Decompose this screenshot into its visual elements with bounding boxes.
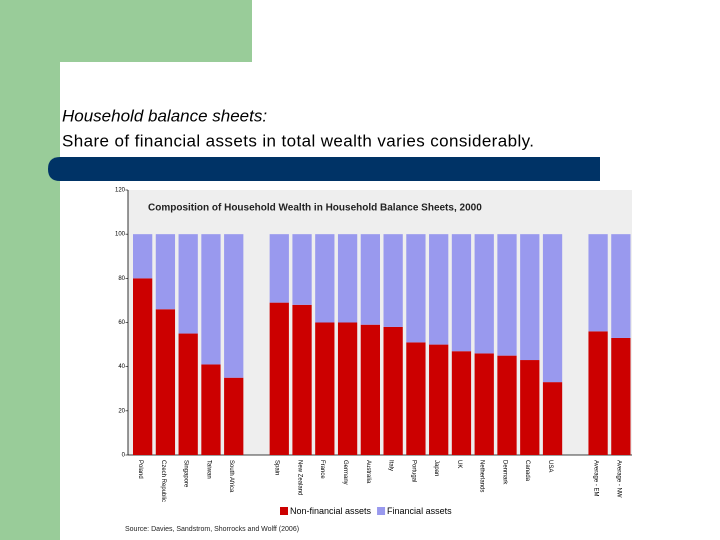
x-tick-label: Portugal (410, 460, 416, 482)
bar-segment (520, 360, 540, 455)
legend-label: Financial assets (387, 506, 452, 516)
y-tick-label: 120 (115, 188, 126, 194)
bar-segment (269, 302, 289, 455)
bar-segment (224, 234, 244, 378)
slide-subtitle: Share of financial assets in total wealt… (62, 131, 534, 150)
bar-segment (588, 234, 608, 332)
x-tick-label: Poland (137, 460, 143, 479)
corner (60, 62, 88, 90)
bar-segment (406, 234, 426, 343)
slide-title: Household balance sheets: (62, 106, 267, 125)
bar-segment (337, 322, 358, 455)
bar-segment (292, 304, 312, 455)
green-strip (0, 0, 60, 540)
x-tick-label: Singapore (183, 460, 189, 488)
bar-segment (588, 331, 608, 455)
x-tick-label: South Africa (228, 460, 234, 493)
legend-swatch (377, 507, 386, 515)
x-tick-label: Czech Republic (160, 460, 166, 502)
bar-segment (474, 234, 494, 354)
x-tick-label: Spain (274, 460, 280, 475)
x-tick-label: Average - EM (593, 460, 599, 497)
legend: Non-financial assets Financial assets (280, 506, 452, 516)
bar-segment (315, 322, 335, 455)
bar-segment (542, 234, 563, 383)
source: Source: Davies, Sandstrom, Shorrocks and… (125, 526, 299, 533)
bar-segment (474, 353, 494, 455)
bar-segment (155, 309, 176, 455)
y-tick-label: 100 (115, 232, 126, 238)
x-tick-label: Germany (342, 460, 348, 485)
x-tick-label: Australia (365, 460, 371, 484)
x-tick-label: Italy (388, 460, 394, 471)
bar-segment (133, 278, 153, 455)
bar-segment (497, 355, 517, 455)
bar-segment (383, 234, 403, 327)
x-tick-label: France (319, 460, 325, 479)
bar-segment (429, 234, 449, 345)
x-tick-label: Average - NW (615, 460, 621, 498)
legend-label: Non-financial assets (290, 506, 372, 516)
bar-segment (201, 234, 221, 365)
legend-swatch (280, 507, 288, 515)
title-rule (48, 157, 600, 181)
bar-segment (337, 234, 358, 323)
x-tick-label: USA (547, 460, 553, 472)
bar-segment (224, 377, 244, 455)
x-tick-label: UK (456, 460, 462, 468)
bar-segment (201, 364, 221, 455)
bar-segment (155, 234, 176, 310)
x-tick-label: Canada (524, 460, 530, 482)
bar-segment (451, 351, 472, 455)
bar-segment (451, 234, 472, 352)
bar-segment (360, 324, 380, 455)
bar-segment (292, 234, 312, 305)
bar-segment (178, 234, 198, 334)
y-tick-label: 0 (122, 453, 126, 459)
x-tick-label: Japan (433, 460, 439, 476)
bar-segment (497, 234, 517, 356)
bar-segment (406, 342, 426, 455)
x-tick-label: Taiwan (205, 460, 211, 479)
bar-segment (429, 344, 449, 455)
y-tick-label: 40 (118, 364, 125, 370)
bar-segment (133, 234, 153, 279)
x-tick-label: New Zealand (296, 460, 302, 495)
y-tick-label: 80 (118, 276, 125, 282)
y-tick-label: 60 (118, 320, 125, 326)
x-tick-label: Denmark (501, 460, 507, 485)
bar-segment (542, 382, 563, 455)
bar-segment (611, 234, 631, 338)
bar-segment (360, 234, 380, 325)
x-tick-label: Netherlands (479, 460, 485, 492)
bar-segment (178, 333, 198, 455)
bar-segment (315, 234, 335, 323)
bar-segment (611, 337, 631, 455)
bar-segment (383, 326, 403, 455)
bar-segment (520, 234, 540, 361)
bar-segment (269, 234, 289, 303)
y-tick-label: 20 (118, 408, 125, 414)
chart-title: Composition of Household Wealth in House… (148, 203, 482, 214)
